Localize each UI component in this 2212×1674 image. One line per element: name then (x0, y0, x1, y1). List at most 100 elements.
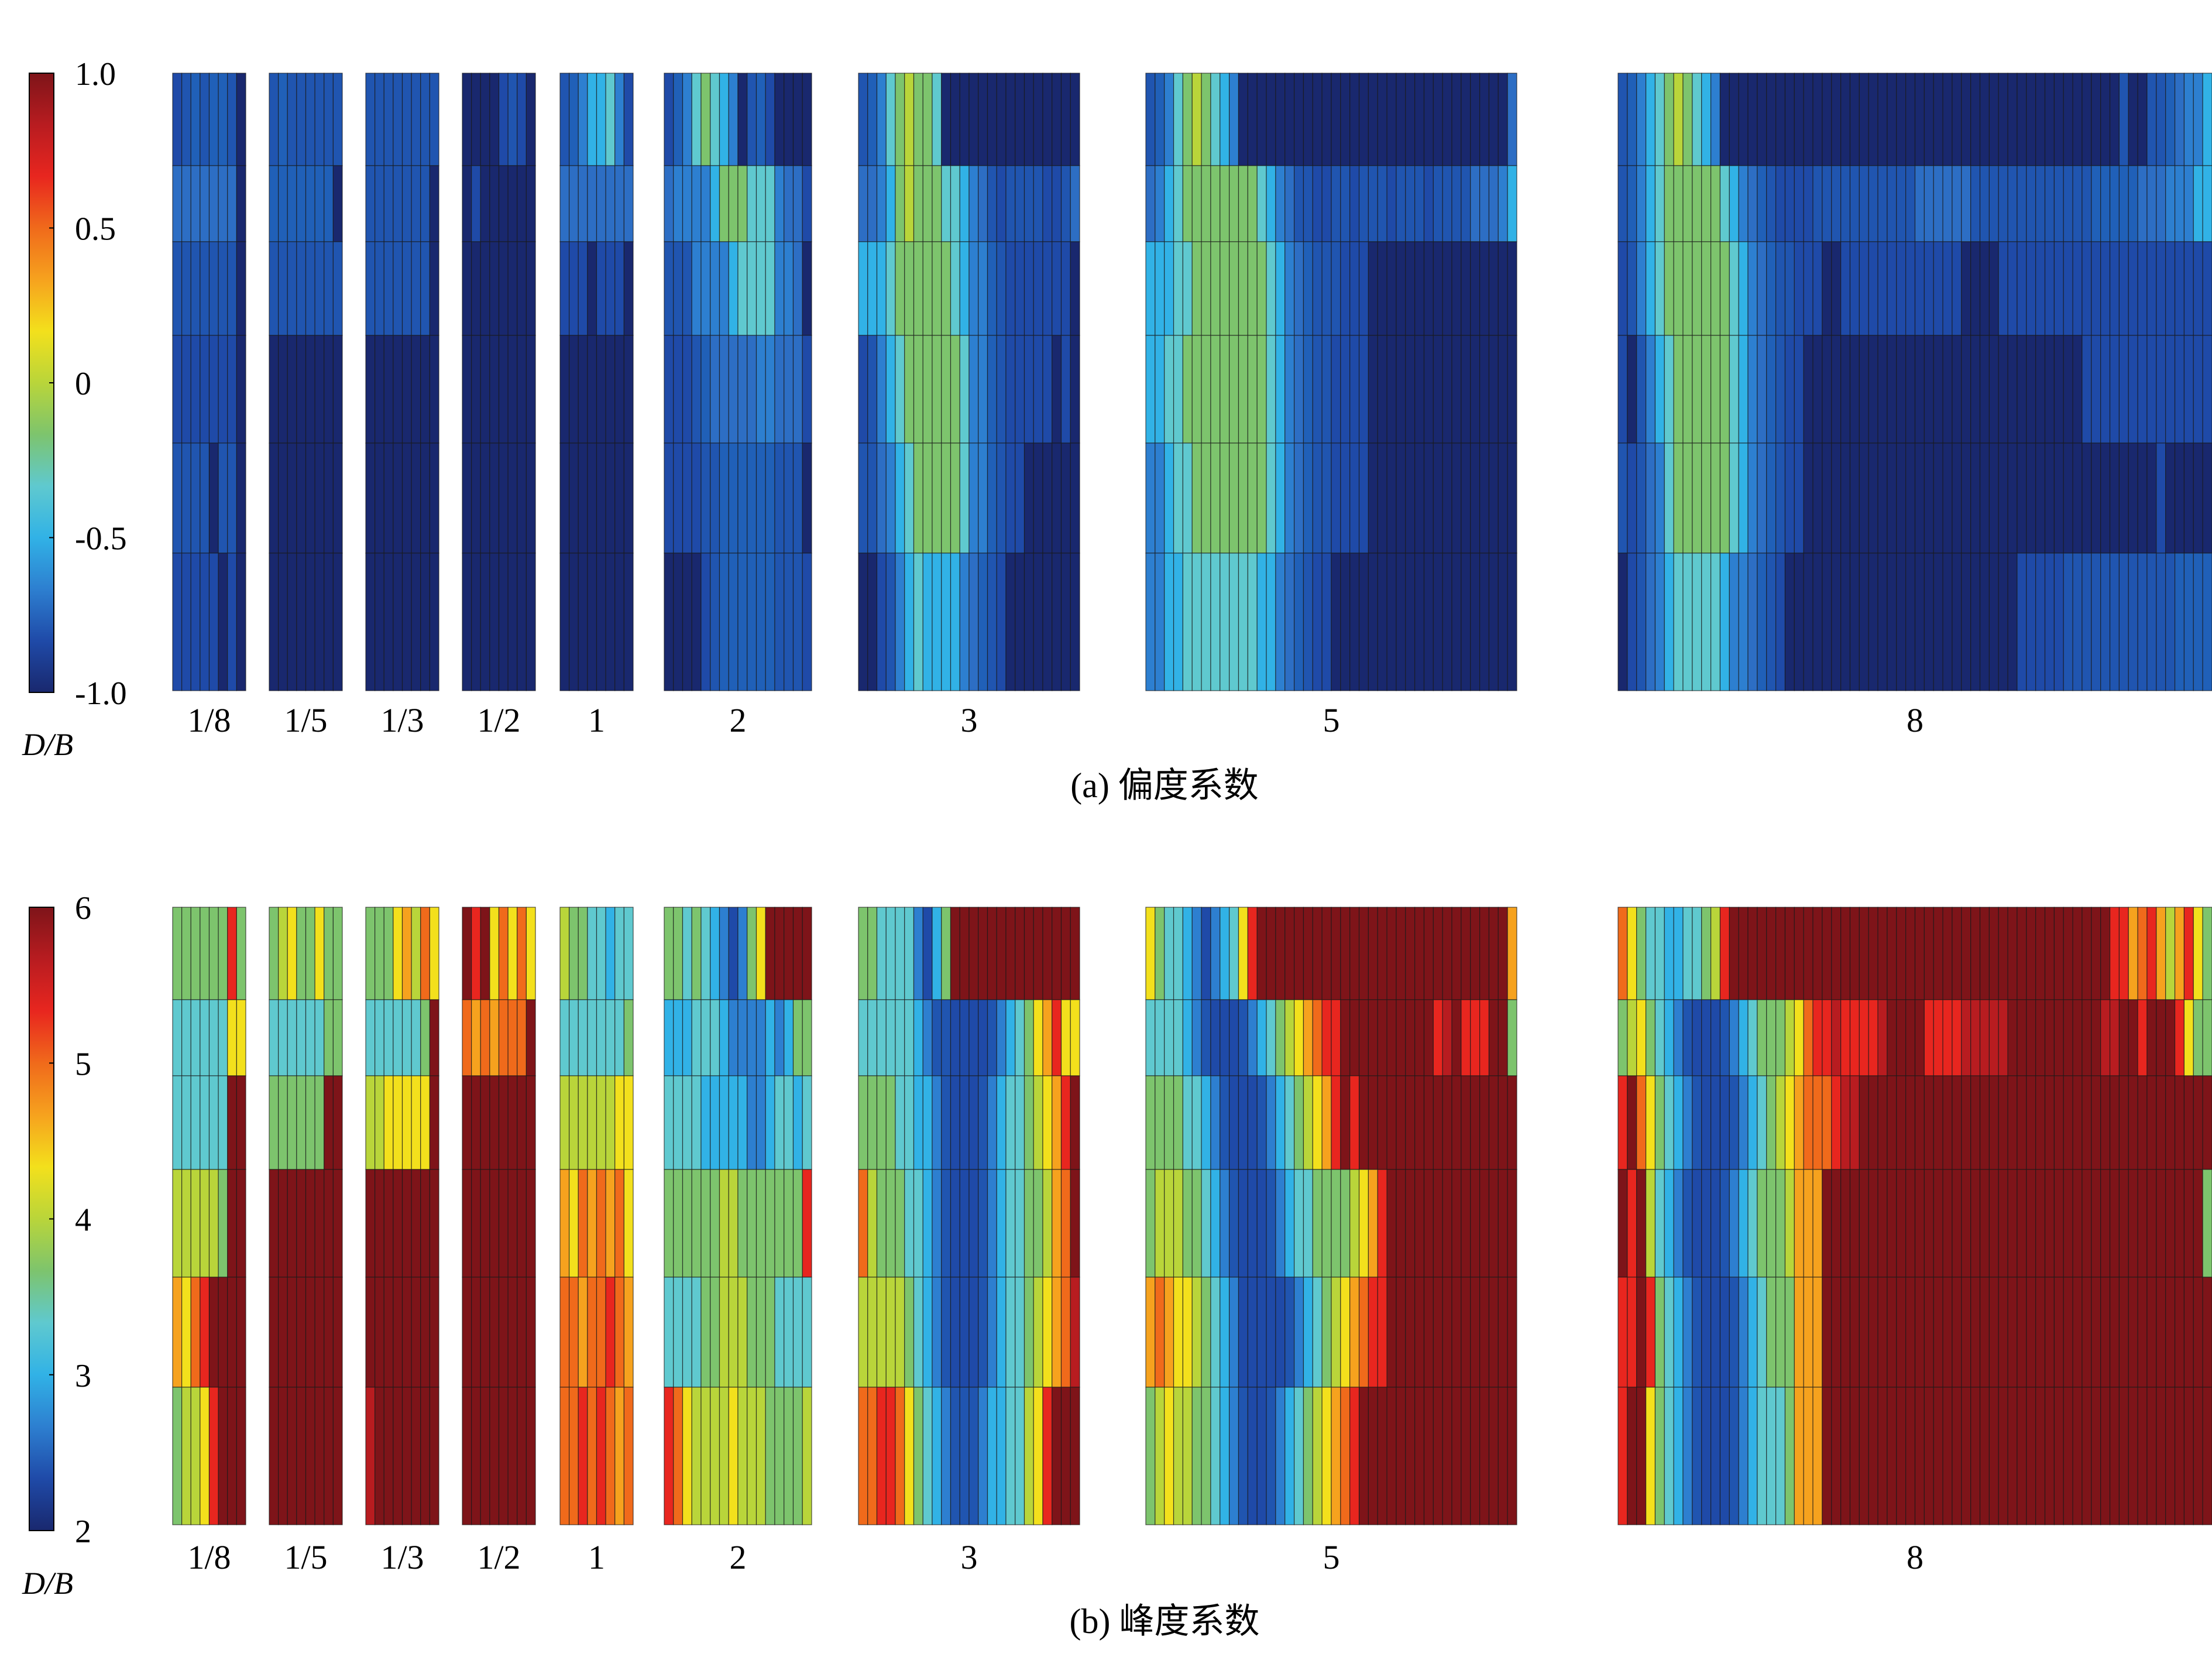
heatmap-cell (1868, 907, 1878, 1000)
heatmap-cell (1794, 999, 1804, 1076)
heatmap-cell (1701, 1277, 1712, 1388)
heatmap-cell (755, 1387, 766, 1525)
heatmap-cell (1238, 1277, 1248, 1388)
heatmap-cell (867, 165, 878, 242)
heatmap-cell (1182, 73, 1193, 166)
heatmap-cell (1998, 165, 2008, 242)
heatmap-cell (208, 553, 219, 691)
heatmap-cell (728, 553, 739, 691)
heatmap-cell (1840, 553, 1851, 691)
heatmap-cell (429, 1169, 439, 1278)
heatmap-cell (2128, 442, 2138, 554)
heatmap-cell (2072, 553, 2083, 691)
heatmap-cell (1831, 1075, 1842, 1170)
heatmap-cell (569, 1387, 579, 1525)
heatmap-cell (1210, 553, 1221, 691)
heatmap-cell (1812, 1387, 1823, 1525)
heatmap-cell (987, 335, 997, 444)
heatmap-cell (941, 1075, 952, 1170)
heatmap-cell (1636, 1169, 1647, 1278)
heatmap-cell (480, 1169, 490, 1278)
heatmap-cell (2035, 442, 2046, 554)
heatmap-cell (1377, 73, 1387, 166)
heatmap-cell (375, 442, 384, 554)
heatmap-cell (1238, 335, 1248, 444)
heatmap-cell (682, 1075, 692, 1170)
heatmap-cell (517, 335, 527, 444)
heatmap-cell (1321, 241, 1332, 336)
heatmap-cell (1433, 241, 1443, 336)
heatmap-cell (1358, 1169, 1369, 1278)
heatmap-cell (1682, 553, 1693, 691)
heatmap-cell (401, 1075, 412, 1170)
heatmap-cell (802, 1387, 812, 1525)
heatmap-cell (664, 1387, 674, 1525)
heatmap-cell (950, 1169, 960, 1278)
heatmap-cell (324, 1169, 334, 1278)
heatmap-cell (278, 335, 288, 444)
heatmap-cell (1238, 553, 1248, 691)
heatmap-cell (1321, 73, 1332, 166)
heatmap-cell (1023, 907, 1034, 1000)
heatmap-cell (876, 1075, 887, 1170)
heatmap-cell (181, 241, 191, 336)
heatmap-cell (2146, 165, 2157, 242)
heatmap-cell (765, 442, 775, 554)
heatmap-cell (1173, 1075, 1184, 1170)
heatmap-cell (1377, 442, 1387, 554)
heatmap-cell (1988, 1277, 1999, 1388)
heatmap-cell (2137, 241, 2148, 336)
heatmap-cell (1784, 1277, 1795, 1388)
heatmap-cell (172, 442, 183, 554)
heatmap-cell (792, 1277, 803, 1388)
skew-colorbar-ticks: 1.00.50-0.5-1.0 (49, 56, 127, 712)
heatmap-cell (1321, 999, 1332, 1076)
heatmap-cell (2053, 73, 2064, 166)
heatmap-cell (1368, 73, 1378, 166)
heatmap-cell (1451, 553, 1462, 691)
heatmap-cell (305, 1277, 315, 1388)
heatmap-cell (596, 335, 606, 444)
heatmap-cell (1256, 1075, 1267, 1170)
heatmap-cell (996, 165, 1007, 242)
heatmap-cell (1368, 999, 1378, 1076)
heatmap-cell (1859, 241, 1869, 336)
heatmap-cell (1961, 999, 1971, 1076)
heatmap-cell (605, 1277, 616, 1388)
heatmap-cell (987, 1277, 997, 1388)
heatmap-cell (489, 553, 500, 691)
heatmap-cell (2026, 1387, 2036, 1525)
heatmap-cell (1377, 1277, 1387, 1388)
heatmap-cell (1340, 999, 1351, 1076)
heatmap-cell (1266, 907, 1276, 1000)
heatmap-cell (2146, 73, 2157, 166)
heatmap-cell (728, 1277, 739, 1388)
heatmap-cell (287, 553, 297, 691)
heatmap-cell (765, 1277, 775, 1388)
heatmap-cell (1461, 241, 1471, 336)
heatmap-cell (1877, 165, 1888, 242)
heatmap-cell (1042, 442, 1053, 554)
heatmap-cell (895, 907, 905, 1000)
heatmap-cell (393, 1075, 403, 1170)
heatmap-cell (1312, 73, 1323, 166)
heatmap-cell (1868, 1277, 1878, 1388)
heatmap-cell (1905, 1387, 1916, 1525)
heatmap-cell (365, 1277, 376, 1388)
heatmap-cell (1664, 1075, 1674, 1170)
heatmap-cell (2100, 335, 2111, 444)
heatmap-cell (1423, 335, 1434, 444)
heatmap-cell (1849, 1277, 1860, 1388)
heatmap-cell (792, 442, 803, 554)
heatmap-cell (525, 1387, 536, 1525)
heatmap-cell (1451, 241, 1462, 336)
heatmap-cell (1294, 1169, 1304, 1278)
heatmap-cell (885, 442, 896, 554)
heatmap-cell (959, 553, 970, 691)
heatmap-cell (1942, 1277, 1953, 1388)
heatmap-cell (1442, 907, 1452, 1000)
heatmap-cell (559, 907, 570, 1000)
heatmap-cell (922, 1387, 933, 1525)
heatmap-cell (587, 999, 597, 1076)
heatmap-cell (1238, 999, 1248, 1076)
